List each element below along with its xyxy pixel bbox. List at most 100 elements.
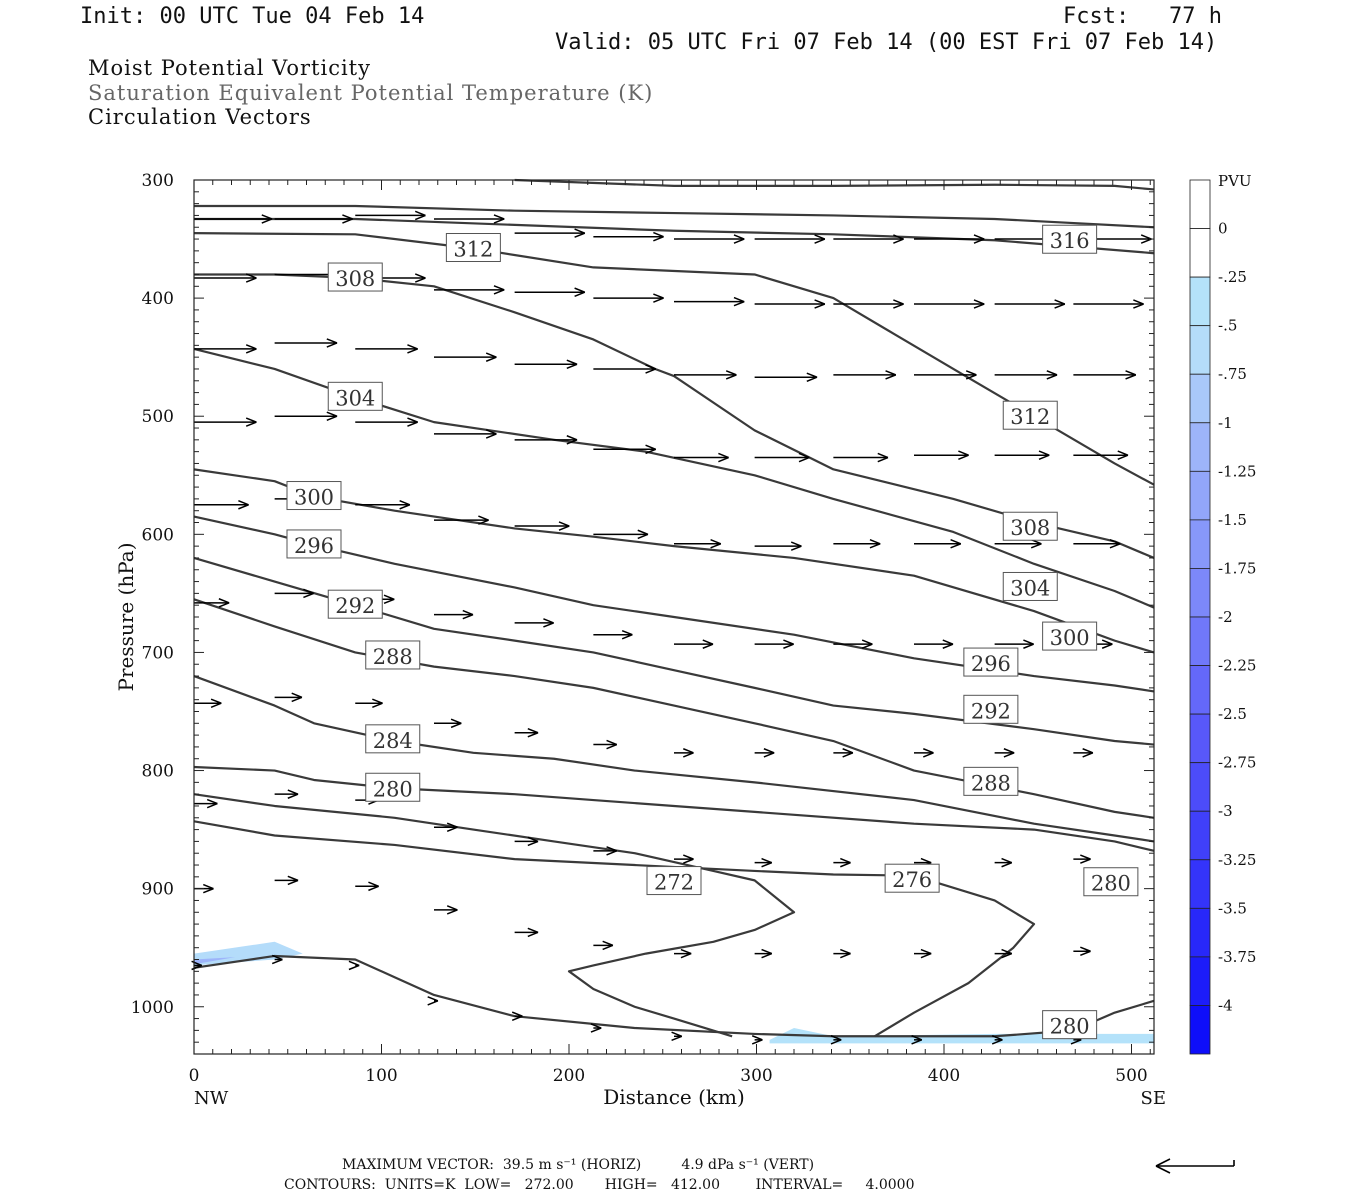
circulation-vector bbox=[355, 698, 383, 708]
circulation-vector bbox=[754, 299, 826, 309]
colorbar-label: -.75 bbox=[1218, 365, 1247, 383]
contour-label: 280 bbox=[1042, 1010, 1098, 1040]
circulation-vector bbox=[271, 954, 283, 965]
svg-text:292: 292 bbox=[335, 594, 375, 618]
circulation-vector bbox=[914, 748, 934, 758]
svg-text:308: 308 bbox=[1010, 516, 1050, 540]
circulation-vector bbox=[833, 538, 881, 549]
svg-text:296: 296 bbox=[971, 652, 1011, 676]
x-tick-label: 200 bbox=[553, 1066, 585, 1086]
circulation-vector bbox=[355, 500, 411, 510]
contour-label: 276 bbox=[884, 863, 940, 893]
circulation-vector bbox=[194, 500, 249, 510]
contour-label: 308 bbox=[1002, 511, 1058, 541]
circulation-vector bbox=[434, 905, 458, 915]
svg-text:284: 284 bbox=[373, 729, 413, 753]
colorbar-label: -3 bbox=[1218, 802, 1233, 820]
circulation-vector bbox=[191, 960, 203, 971]
circulation-vector bbox=[754, 452, 810, 463]
y-tick-label: 500 bbox=[142, 407, 174, 427]
colorbar-swatch bbox=[1189, 568, 1211, 618]
circulation-vector bbox=[355, 210, 426, 221]
circulation-vector bbox=[994, 948, 1013, 959]
vector-layer bbox=[191, 210, 1152, 1045]
circulation-vector bbox=[355, 417, 418, 427]
circulation-vector bbox=[194, 417, 257, 427]
circulation-vector bbox=[274, 214, 353, 224]
contour-label: 280 bbox=[1083, 867, 1139, 897]
circulation-vector bbox=[754, 857, 773, 868]
circulation-vector bbox=[593, 739, 618, 750]
circulation-vector bbox=[514, 727, 539, 738]
colorbar-label: -1.5 bbox=[1218, 511, 1247, 529]
colorbar-swatch bbox=[1189, 907, 1211, 958]
circulation-vector bbox=[274, 692, 303, 703]
colorbar-label: -4 bbox=[1218, 996, 1233, 1014]
circulation-vector bbox=[1073, 854, 1091, 864]
theta-contour-line bbox=[193, 954, 1155, 1038]
circulation-vector bbox=[355, 881, 379, 892]
circulation-vector bbox=[274, 338, 338, 348]
svg-text:292: 292 bbox=[971, 699, 1011, 723]
circulation-vector bbox=[994, 538, 1042, 549]
circulation-vector bbox=[994, 450, 1050, 460]
circulation-vector bbox=[194, 344, 257, 354]
y-tick-label: 300 bbox=[142, 171, 174, 191]
colorbar-swatch bbox=[1189, 470, 1211, 521]
circulation-vector bbox=[593, 846, 618, 856]
colorbar-swatch bbox=[1189, 325, 1211, 375]
endpoint-right: SE bbox=[1141, 1088, 1166, 1109]
y-tick-label: 700 bbox=[142, 643, 174, 663]
circulation-vector bbox=[914, 234, 985, 244]
x-tick-label: 300 bbox=[740, 1066, 772, 1086]
circulation-vector bbox=[590, 1023, 602, 1033]
theta-contour-line bbox=[193, 232, 1155, 486]
circulation-vector bbox=[914, 299, 985, 309]
circulation-vector bbox=[833, 234, 904, 244]
theta-contour-line bbox=[514, 178, 1155, 191]
circulation-vector bbox=[434, 515, 489, 525]
colorbar-label: -2 bbox=[1218, 608, 1233, 626]
circulation-vector bbox=[754, 639, 794, 649]
circulation-vector bbox=[434, 214, 505, 224]
y-tick-label: 1000 bbox=[131, 998, 174, 1018]
circulation-vector bbox=[514, 287, 586, 297]
circulation-vector bbox=[274, 875, 299, 886]
theta-contour-line bbox=[193, 598, 1155, 819]
theta-contour-line bbox=[193, 820, 1036, 1038]
max-vector-info: MAXIMUM VECTOR: 39.5 m s⁻¹ (HORIZ) 4.9 d… bbox=[342, 1157, 815, 1173]
y-tick-label: 400 bbox=[142, 289, 174, 309]
field-title-mpv: Moist Potential Vorticity bbox=[88, 56, 371, 80]
contour-label: 312 bbox=[1002, 400, 1058, 430]
contour-label: 296 bbox=[286, 529, 342, 559]
theta-contour-line bbox=[194, 217, 1155, 255]
svg-text:280: 280 bbox=[373, 777, 413, 801]
colorbar-label: -2.75 bbox=[1218, 754, 1256, 772]
circulation-vector bbox=[593, 293, 664, 303]
x-tick-label: 100 bbox=[365, 1066, 397, 1086]
colorbar-swatch bbox=[1189, 810, 1211, 861]
svg-text:280: 280 bbox=[1091, 872, 1131, 896]
colorbar-label: -1 bbox=[1218, 414, 1233, 432]
theta-contour-line bbox=[193, 793, 796, 1038]
circulation-vector bbox=[427, 996, 439, 1006]
circulation-vector bbox=[994, 370, 1058, 380]
svg-text:312: 312 bbox=[453, 238, 493, 262]
contour-label: 308 bbox=[327, 262, 383, 292]
circulation-vector bbox=[514, 435, 578, 445]
circulation-vector bbox=[751, 1035, 763, 1045]
colorbar-unit: PVU bbox=[1218, 172, 1252, 190]
colorbar-swatch bbox=[1189, 665, 1211, 715]
circulation-vector bbox=[833, 299, 904, 309]
contour-label: 300 bbox=[1042, 621, 1098, 651]
circulation-vector bbox=[914, 370, 977, 380]
y-axis-title: Pressure (hPa) bbox=[114, 543, 138, 692]
svg-text:288: 288 bbox=[971, 771, 1011, 795]
circulation-vector bbox=[194, 698, 222, 708]
contour-label: 292 bbox=[327, 589, 383, 619]
circulation-vector bbox=[674, 748, 694, 758]
contour-label: 304 bbox=[1002, 571, 1058, 601]
circulation-vector bbox=[194, 214, 273, 224]
circulation-vector bbox=[833, 948, 851, 959]
